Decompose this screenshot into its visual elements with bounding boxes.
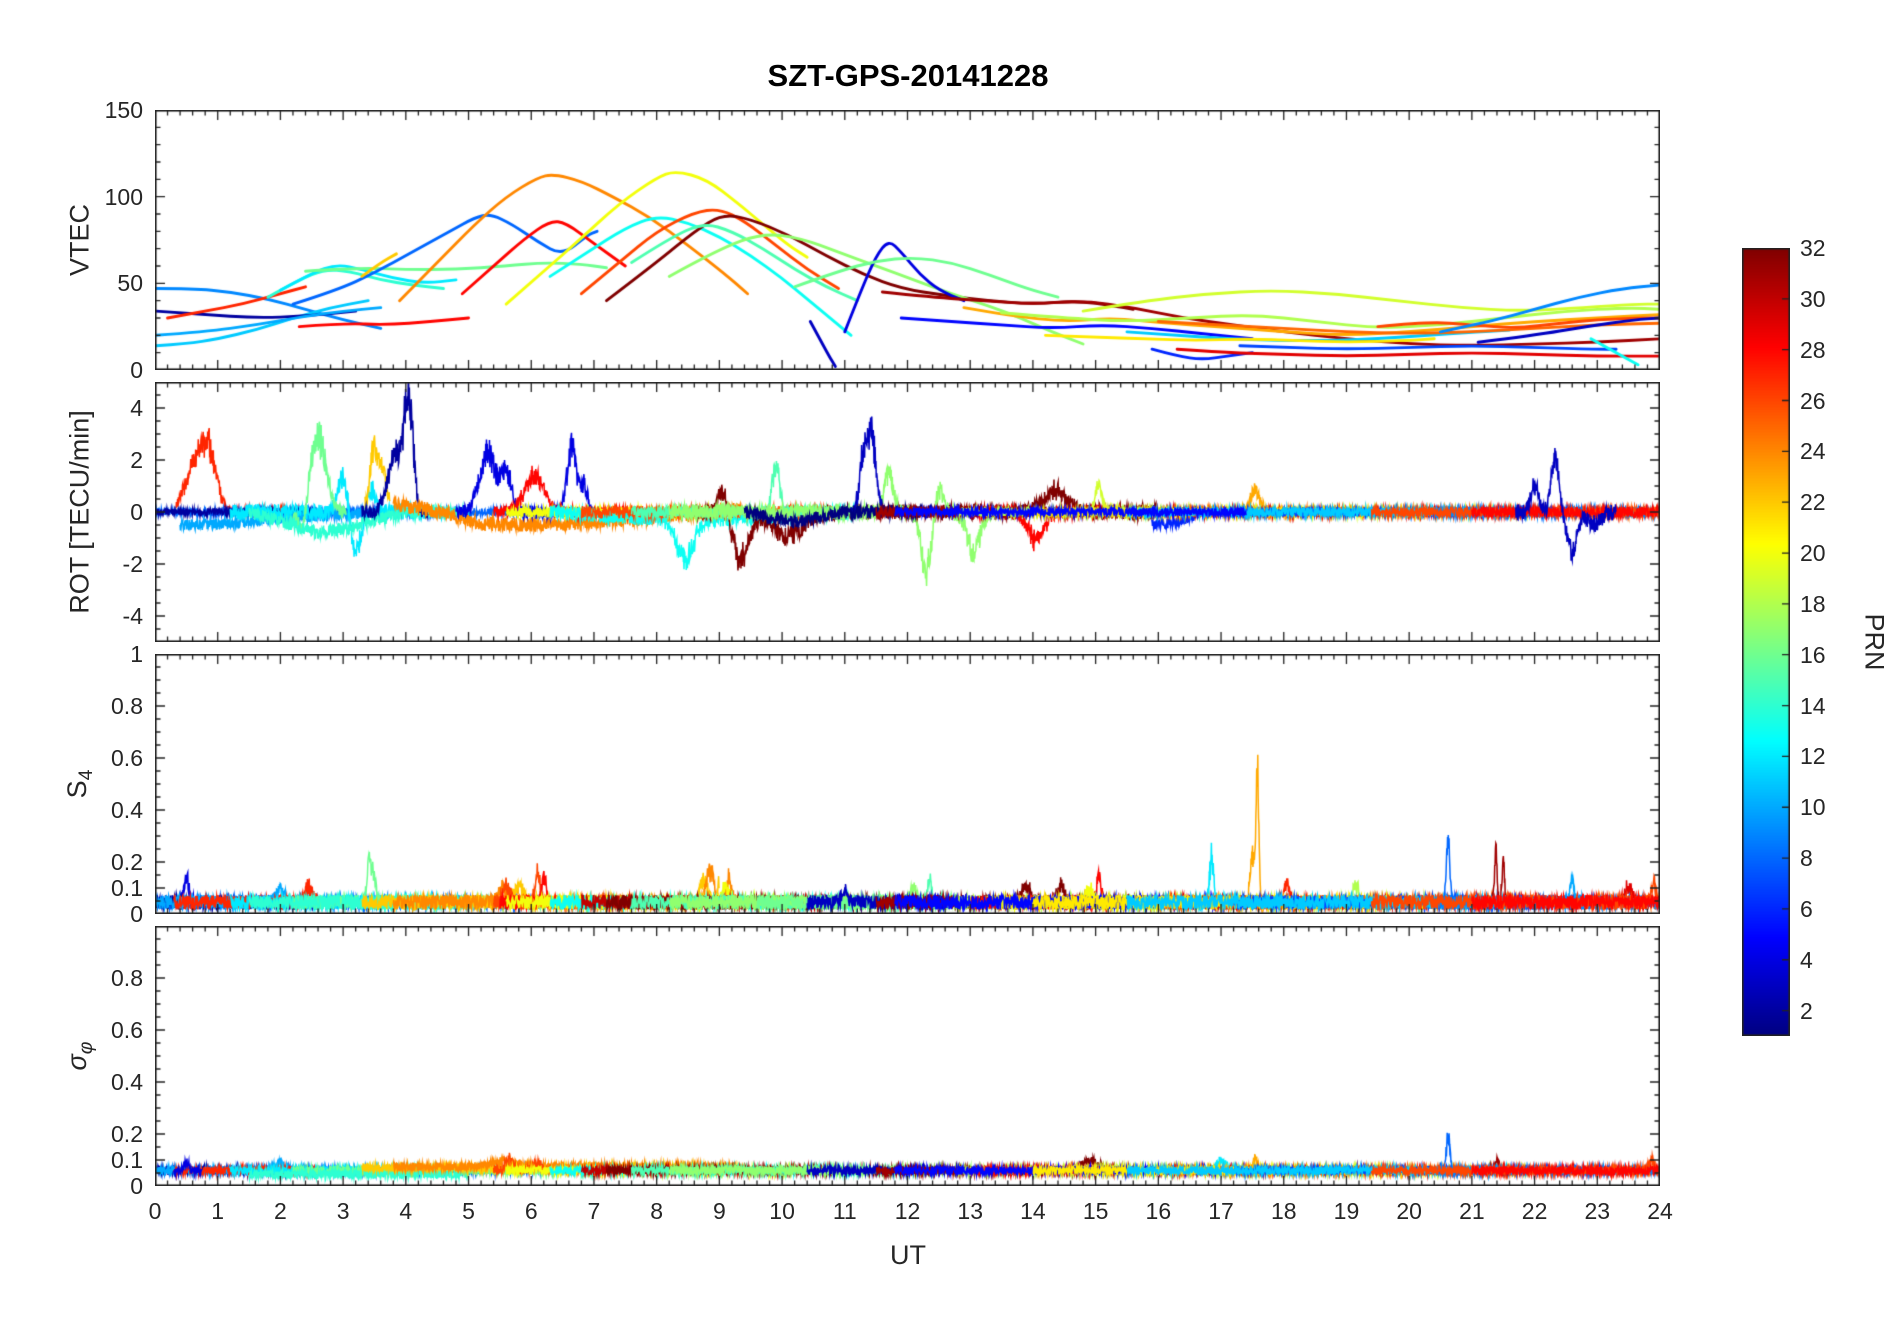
chart-title: SZT-GPS-20141228 [767,58,1049,93]
x-tick-label: 21 [1459,1198,1485,1224]
y-tick-label: 0.2 [111,849,143,875]
y-tick-label: 0.1 [111,875,143,901]
x-tick-label: 20 [1396,1198,1422,1224]
x-tick-label: 9 [712,1198,726,1224]
colorbar-tick-label: 2 [1800,997,1813,1024]
colorbar-tick-label: 20 [1800,540,1826,567]
x-tick-label: 13 [957,1198,983,1224]
sigma-phi-panel-canvas [155,926,1660,1186]
s4-panel-canvas [155,654,1660,914]
colorbar-tick-label: 24 [1800,438,1826,465]
x-axis-label: UT [890,1240,926,1270]
colorbar-tick-label: 14 [1800,692,1826,719]
colorbar-canvas [1742,248,1790,1036]
colorbar-label: PRN [1859,613,1890,671]
colorbar-tick-label: 18 [1800,590,1826,617]
x-tick-label: 4 [399,1198,413,1224]
colorbar-tick-label: 10 [1800,794,1826,821]
y-tick-label: 0 [130,499,143,525]
y-tick-label: -4 [122,603,143,629]
y-tick-label: 100 [104,183,143,210]
y-tick-label: -2 [122,551,143,577]
y-tick-label: 0.8 [111,965,143,991]
x-tick-label: 15 [1082,1198,1109,1224]
x-tick-label: 12 [894,1198,921,1224]
x-tick-label: 8 [650,1198,664,1224]
colorbar-tick-label: 28 [1800,336,1826,363]
colorbar-tick-label: 8 [1800,845,1813,872]
x-tick-label: 0 [148,1198,162,1224]
x-tick-label: 2 [274,1198,287,1224]
x-tick-label: 1 [211,1198,225,1224]
rot-panel-canvas [155,382,1660,642]
y-tick-label: 0 [130,357,143,383]
colorbar-tick-label: 4 [1800,946,1813,973]
x-tick-label: 3 [336,1198,350,1224]
y-tick-label: 4 [130,395,143,421]
x-tick-label: 7 [587,1198,601,1224]
y-tick-label: 0 [130,1173,143,1199]
x-tick-label: 10 [769,1198,795,1224]
y-tick-label: 0.4 [111,797,143,823]
x-tick-label: 14 [1020,1198,1046,1224]
y-tick-label: 0.8 [111,693,143,719]
y-tick-label: 150 [104,97,143,123]
x-tick-label: 17 [1208,1198,1234,1224]
x-tick-label: 6 [524,1198,538,1224]
colorbar-tick-label: 16 [1800,641,1826,668]
colorbar-tick-label: 30 [1800,285,1826,312]
x-tick-label: 5 [462,1198,475,1224]
y-tick-label: 0.4 [111,1069,143,1095]
x-tick-label: 19 [1333,1198,1360,1224]
y-tick-label: 50 [117,270,143,297]
x-tick-label: 16 [1145,1198,1172,1224]
x-tick-label: 11 [832,1198,857,1224]
colorbar-tick-label: 12 [1800,743,1826,770]
y-tick-label: 0 [130,901,143,927]
x-tick-label: 24 [1647,1198,1673,1224]
y-tick-label: 0.6 [111,1017,143,1043]
vtec-panel-canvas [155,110,1660,370]
x-tick-label: 22 [1521,1198,1548,1224]
colorbar-tick-label: 6 [1800,895,1813,922]
colorbar-tick-label: 22 [1800,489,1826,516]
x-tick-label: 23 [1584,1198,1611,1224]
y-tick-label: 0.1 [111,1147,143,1173]
y-tick-label: 0.6 [111,745,143,771]
vtec-axis-label: VTEC [64,203,95,277]
y-tick-label: 1 [130,641,143,667]
colorbar-tick-label: 26 [1800,387,1826,414]
y-tick-label: 0.2 [111,1121,143,1147]
y-tick-label: 2 [130,447,143,473]
colorbar-tick-label: 32 [1800,235,1826,261]
x-tick-label: 18 [1270,1198,1297,1224]
